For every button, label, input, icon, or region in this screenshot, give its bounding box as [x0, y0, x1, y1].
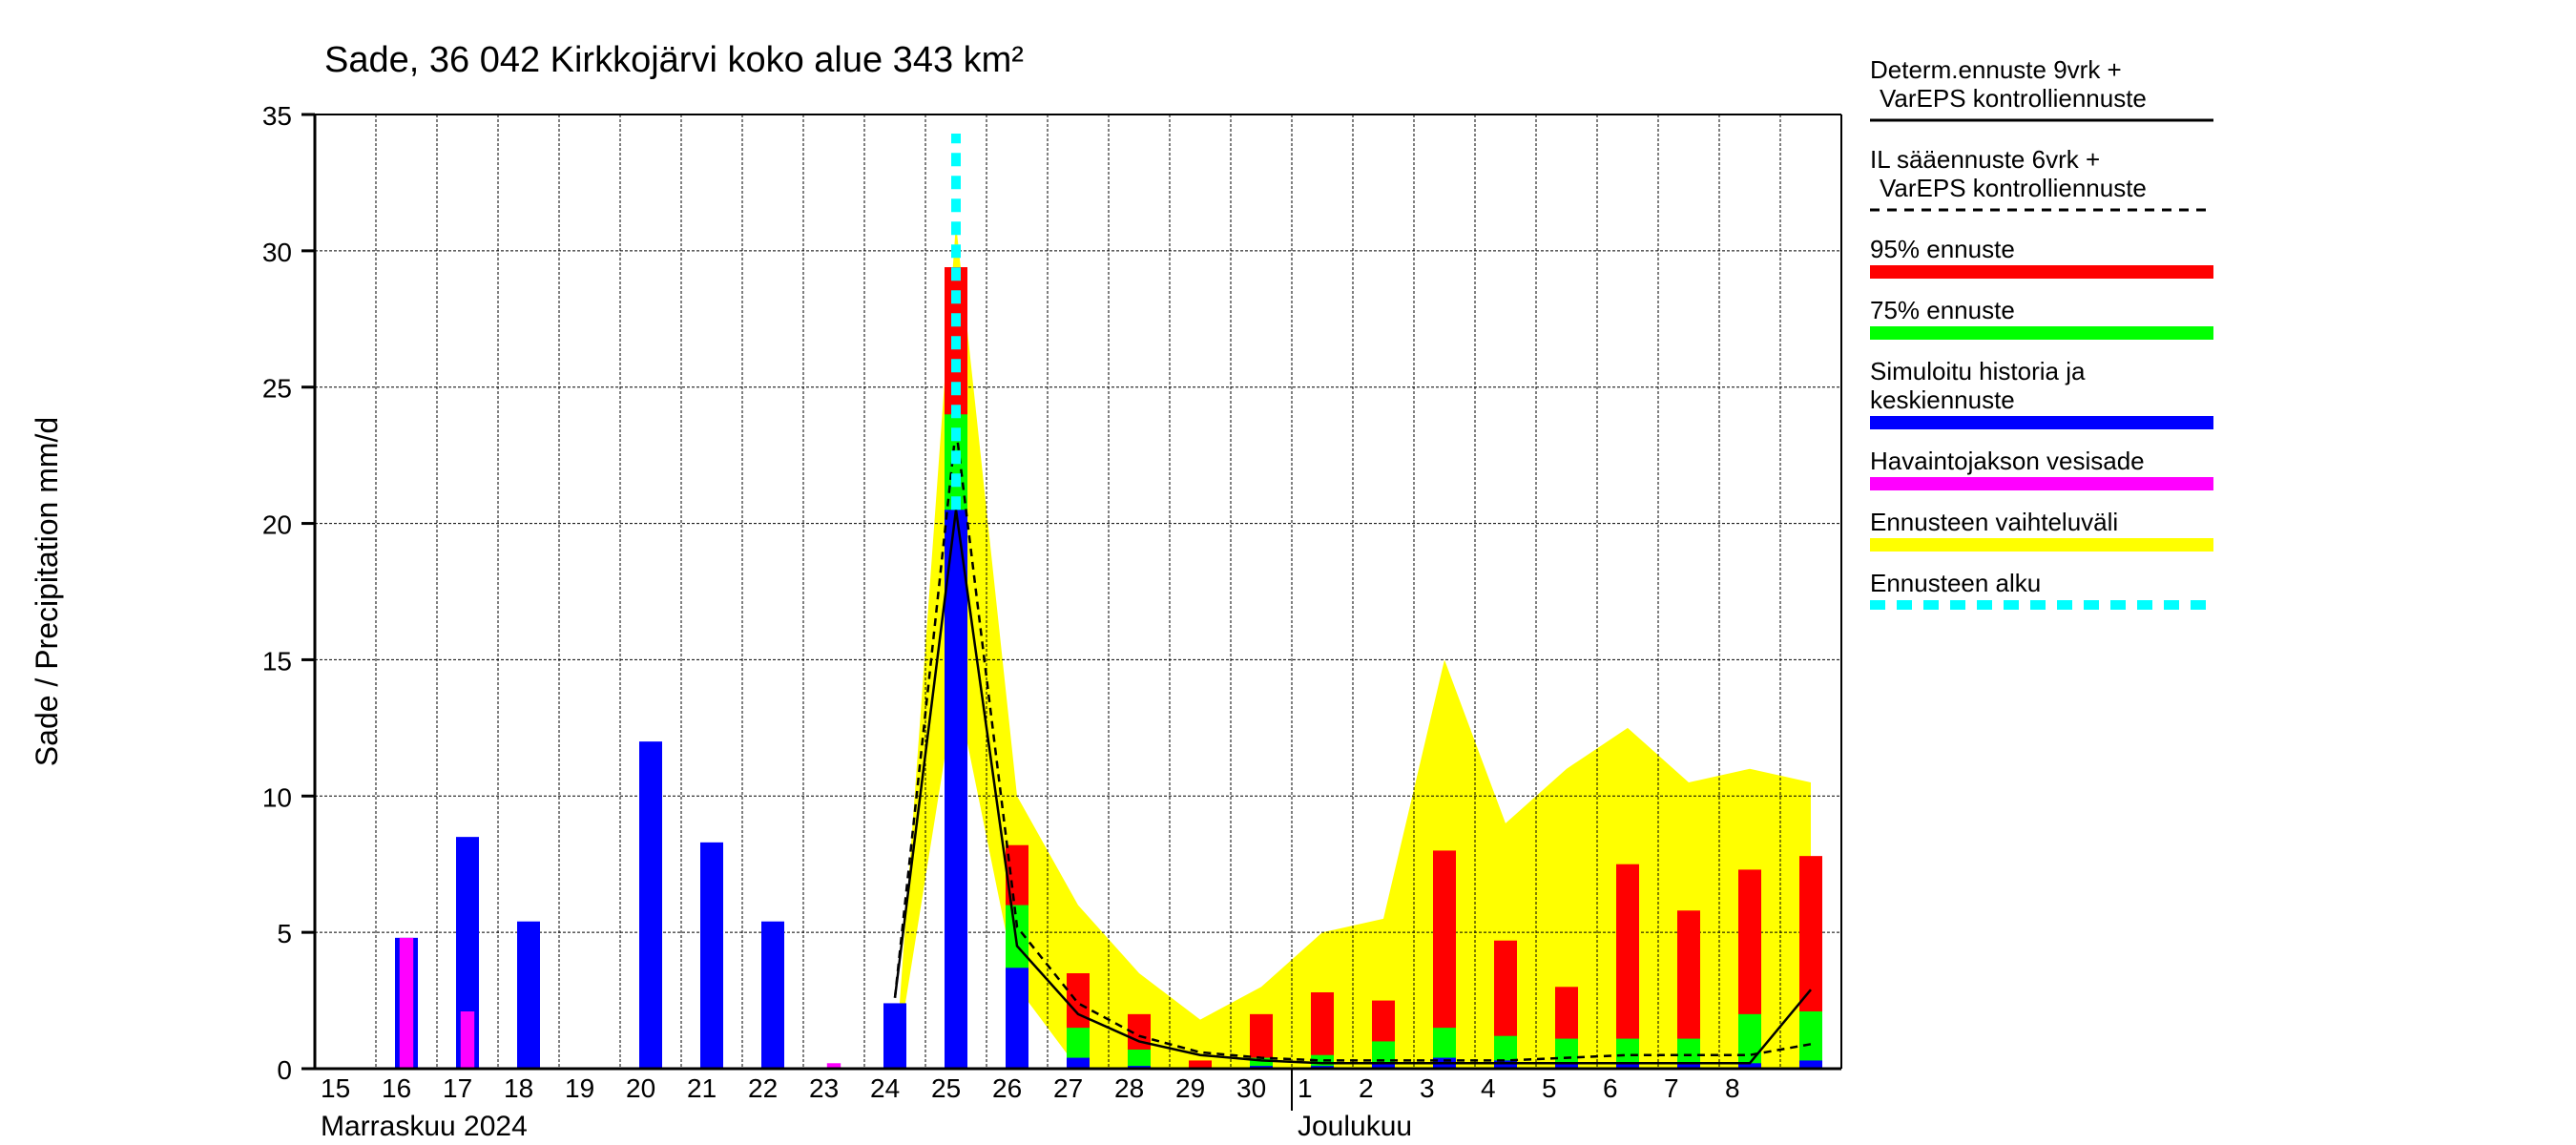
chart-svg: 0510152025303515161718192021222324252627…: [0, 0, 2576, 1145]
legend-label: Havaintojakson vesisade: [1870, 447, 2145, 475]
legend-label: 95% ennuste: [1870, 235, 2015, 263]
y-tick-label: 5: [277, 919, 292, 948]
x-tick-label: 8: [1725, 1073, 1740, 1103]
legend-swatch-bar: [1870, 265, 2213, 279]
x-tick-label: 25: [931, 1073, 961, 1103]
x-tick-label: 30: [1236, 1073, 1266, 1103]
legend-swatch-bar: [1870, 326, 2213, 340]
legend-label: VarEPS kontrolliennuste: [1880, 84, 2147, 113]
x-tick-label: 27: [1053, 1073, 1083, 1103]
chart-title: Sade, 36 042 Kirkkojärvi koko alue 343 k…: [324, 40, 1024, 80]
timestamp: 25-Nov-2024 05:29 WSFS-O: [2214, 1140, 2558, 1145]
y-tick-label: 35: [262, 101, 292, 131]
legend-swatch-bar: [1870, 416, 2213, 429]
y-tick-label: 10: [262, 782, 292, 812]
legend-label: Ennusteen vaihteluväli: [1870, 508, 2118, 536]
x-tick-label: 5: [1542, 1073, 1557, 1103]
x-tick-label: 19: [565, 1073, 594, 1103]
x-tick-label: 20: [626, 1073, 655, 1103]
legend-label: IL sääennuste 6vrk +: [1870, 145, 2100, 174]
x-tick-label: 22: [748, 1073, 778, 1103]
x-tick-label: 24: [870, 1073, 900, 1103]
y-tick-label: 0: [277, 1055, 292, 1085]
y-tick-label: 30: [262, 238, 292, 267]
x-tick-label: 16: [382, 1073, 411, 1103]
x-tick-label: 18: [504, 1073, 533, 1103]
legend-label: Ennusteen alku: [1870, 569, 2041, 597]
legend-swatch-bar: [1870, 538, 2213, 552]
x-tick-label: 21: [687, 1073, 717, 1103]
y-tick-label: 15: [262, 646, 292, 676]
x-tick-label: 26: [992, 1073, 1022, 1103]
x-tick-label: 4: [1481, 1073, 1496, 1103]
x-tick-label: 28: [1114, 1073, 1144, 1103]
range-area: [345, 223, 1811, 1069]
legend-swatch-bar: [1870, 477, 2213, 490]
month-label-fi: Joulukuu: [1298, 1111, 1412, 1142]
x-tick-label: 6: [1603, 1073, 1618, 1103]
y-tick-label: 20: [262, 510, 292, 540]
x-tick-label: 2: [1359, 1073, 1374, 1103]
y-axis-label: Sade / Precipitation mm/d: [30, 417, 64, 766]
x-tick-label: 23: [809, 1073, 839, 1103]
legend-label: 75% ennuste: [1870, 296, 2015, 324]
x-tick-label: 29: [1175, 1073, 1205, 1103]
month-label-fi: Marraskuu 2024: [321, 1111, 528, 1142]
x-tick-label: 1: [1298, 1073, 1313, 1103]
legend-label: Determ.ennuste 9vrk +: [1870, 55, 2122, 84]
chart-container: 0510152025303515161718192021222324252627…: [0, 0, 2576, 1145]
legend-label: keskiennuste: [1870, 385, 2015, 414]
x-tick-label: 3: [1420, 1073, 1435, 1103]
x-tick-label: 15: [321, 1073, 350, 1103]
legend-label: Simuloitu historia ja: [1870, 357, 2086, 385]
x-tick-label: 7: [1664, 1073, 1679, 1103]
legend-label: VarEPS kontrolliennuste: [1880, 174, 2147, 202]
x-tick-label: 17: [443, 1073, 472, 1103]
y-tick-label: 25: [262, 374, 292, 404]
